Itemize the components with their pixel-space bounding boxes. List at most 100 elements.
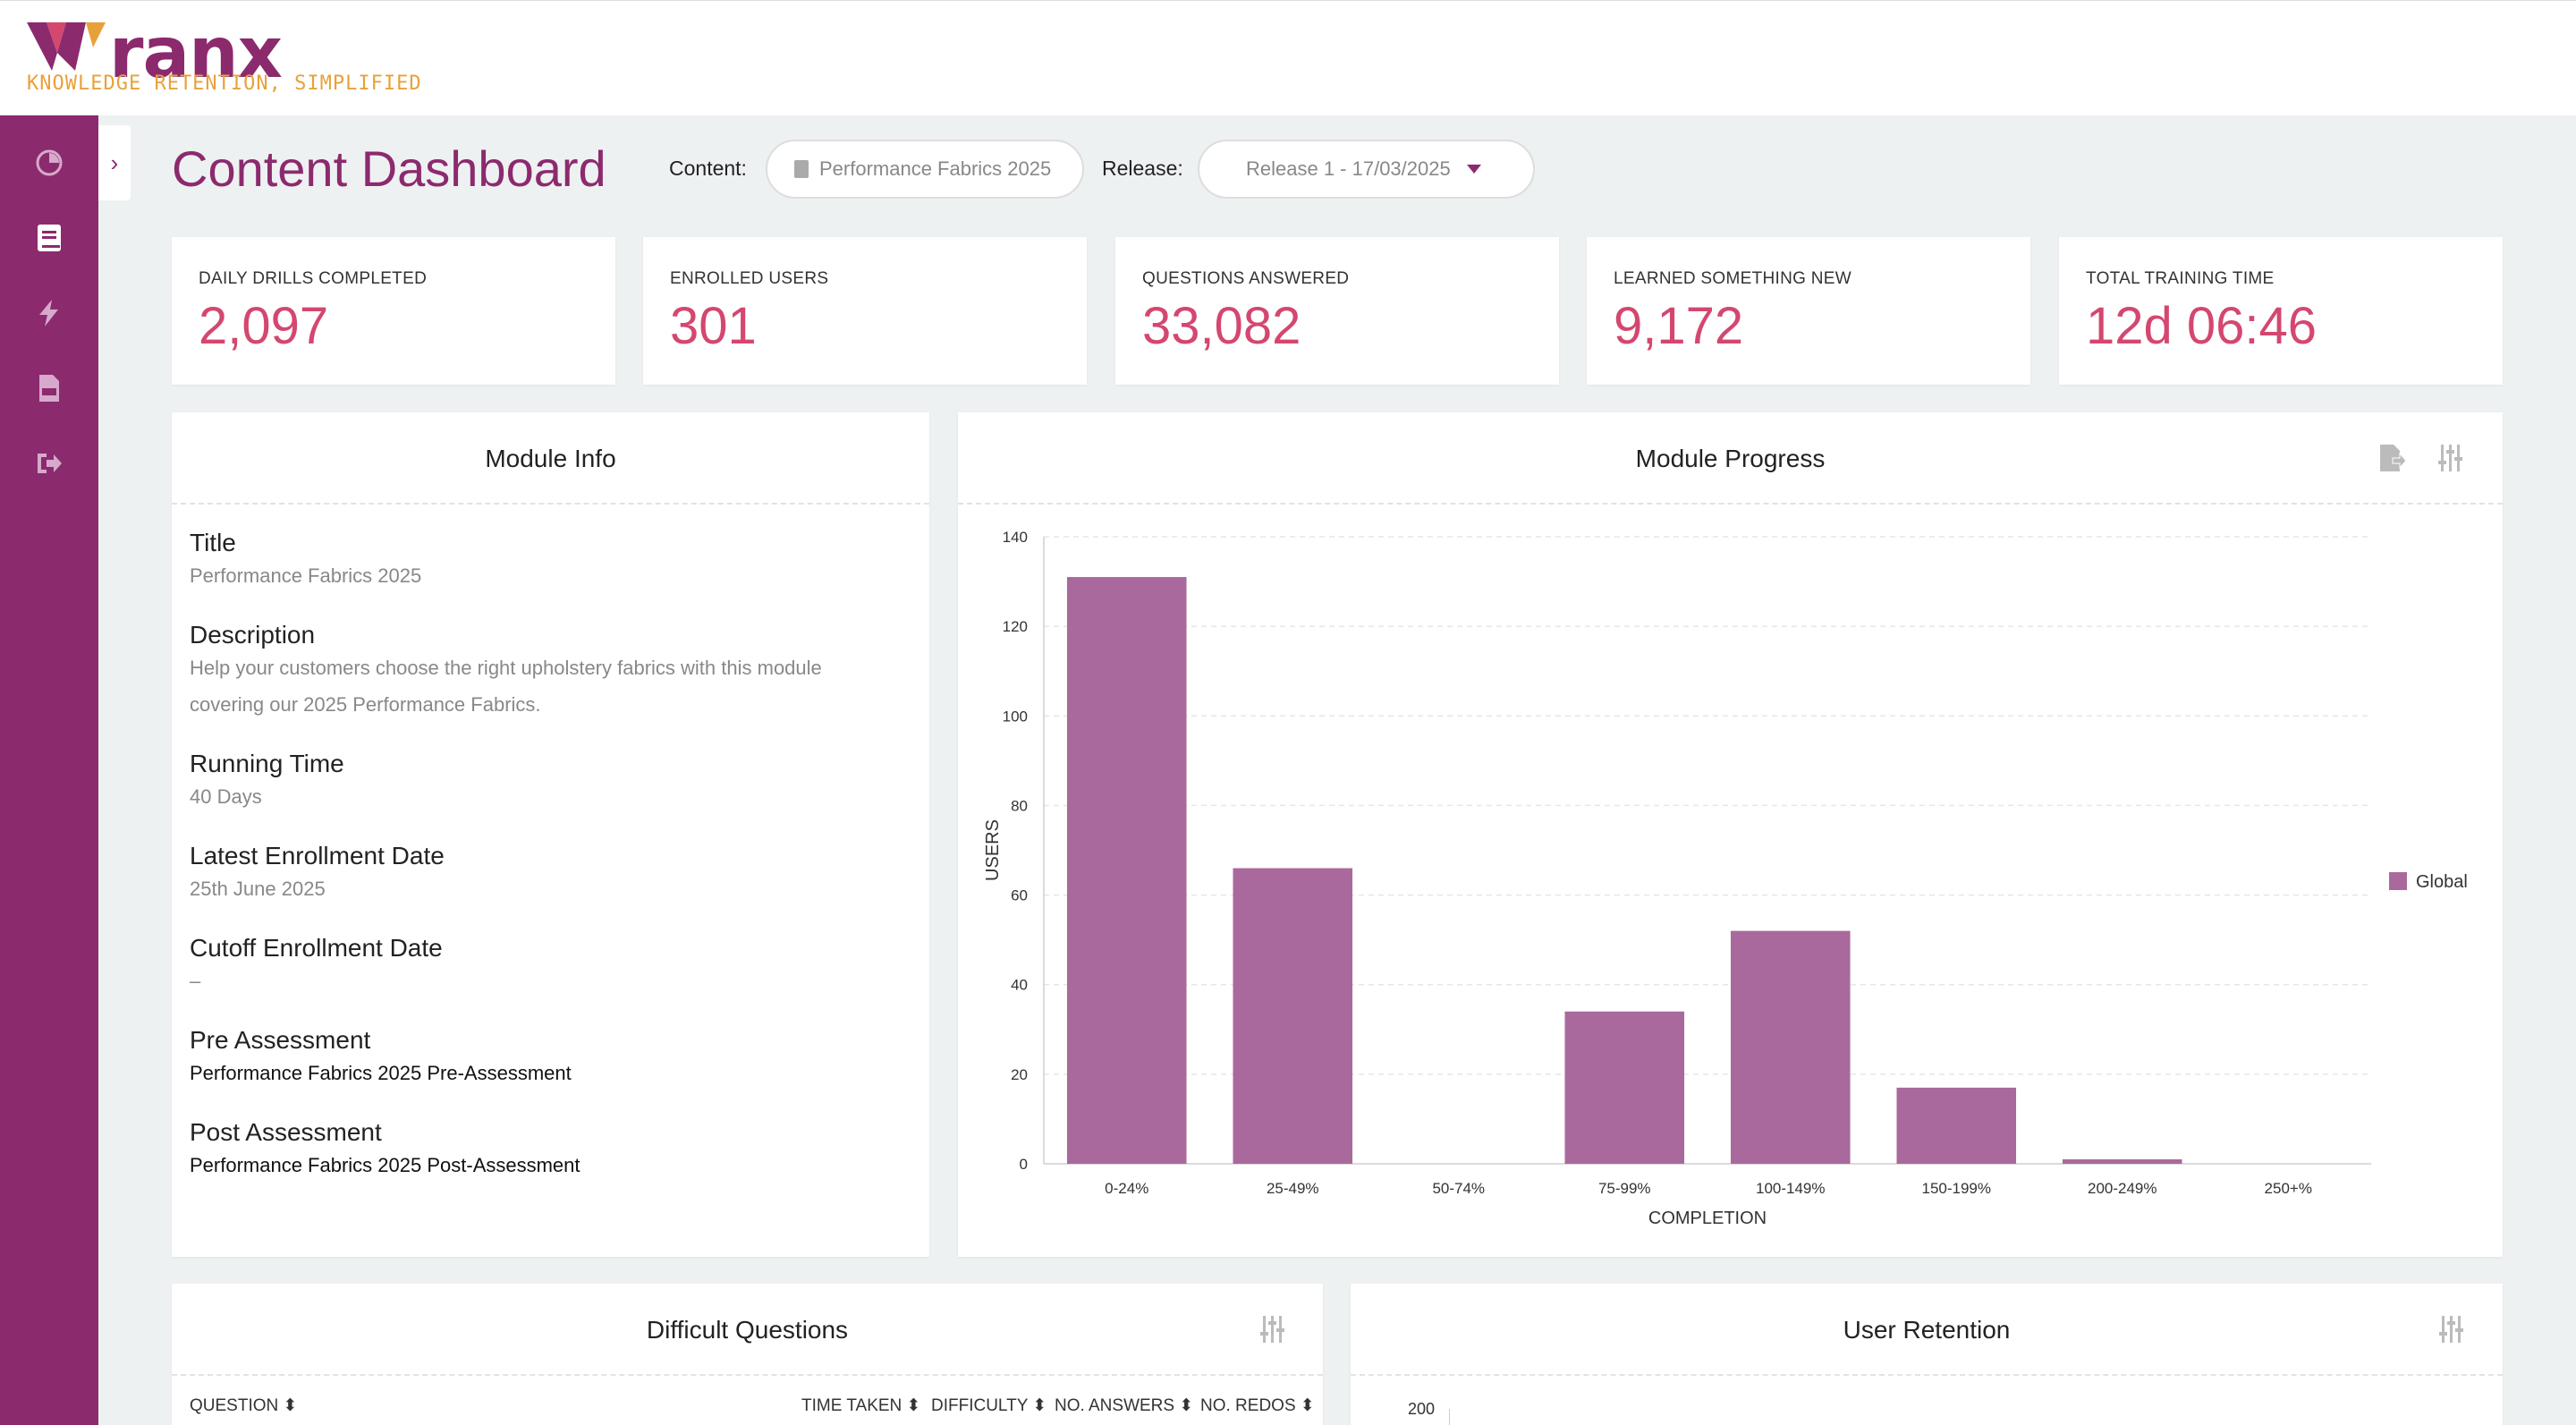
page-title: Content Dashboard [172, 140, 606, 197]
caret-down-icon [1466, 165, 1481, 174]
column-header-no-answers[interactable]: NO. ANSWERS ⬍ [1055, 1396, 1194, 1415]
sort-icon: ⬍ [1300, 1396, 1315, 1415]
logo-word: ranx [109, 13, 283, 94]
sidebar-toggle-button[interactable]: › [98, 125, 131, 200]
bar [2062, 1158, 2182, 1164]
info-description-field: Description Help your customers choose t… [190, 621, 887, 723]
field-label: Latest Enrollment Date [190, 842, 445, 869]
field-label: Post Assessment [190, 1118, 382, 1146]
y-tick-label: 80 [1011, 797, 1028, 814]
y-tick-label: 20 [1011, 1066, 1028, 1083]
module-progress-chart: 0 20 40 60 80 100 120 140 0-24% 25-49% 50-74% 75-99… [983, 529, 2468, 1228]
retention-y-axis [1449, 1409, 1450, 1425]
field-value[interactable]: Performance Fabrics 2025 Post-Assessment [190, 1154, 580, 1176]
stat-card-total-training-time: TOTAL TRAINING TIME 12d 06:46 [2059, 237, 2503, 385]
logo[interactable]: ranx KNOWLEDGE RETENTION, SIMPLIFIED [27, 13, 421, 102]
x-tick-label: 200-249% [2088, 1180, 2157, 1197]
y-tick-label: 120 [1003, 618, 1028, 635]
sort-icon: ⬍ [906, 1396, 921, 1415]
stat-value: 33,082 [1142, 297, 1301, 355]
sort-icon: ⬍ [1179, 1396, 1194, 1415]
x-tick-label: 0-24% [1105, 1180, 1148, 1197]
y-tick-label: 140 [1003, 529, 1028, 546]
panel-title: User Retention [1351, 1284, 2503, 1376]
chevron-right-icon: › [110, 149, 119, 176]
user-retention-panel: User Retention 200 [1351, 1284, 2503, 1425]
dashboard-icon[interactable] [34, 148, 64, 178]
sliders-icon[interactable] [1258, 1314, 1288, 1344]
column-header-no-redos[interactable]: NO. REDOS ⬍ [1200, 1396, 1315, 1415]
field-label: Pre Assessment [190, 1026, 371, 1054]
x-tick-label: 150-199% [1921, 1180, 1991, 1197]
logo-tagline: KNOWLEDGE RETENTION, SIMPLIFIED [27, 72, 422, 95]
retention-y-tick: 200 [1408, 1400, 1436, 1418]
field-value: – [190, 970, 201, 992]
x-tick-label: 250+% [2265, 1180, 2312, 1197]
panel-title: Module Progress [958, 412, 2503, 505]
lightning-icon[interactable] [34, 298, 64, 328]
content-select-value: Performance Fabrics 2025 [819, 157, 1052, 180]
column-header-question[interactable]: QUESTION ⬍ [190, 1396, 298, 1415]
legend-swatch [2389, 872, 2407, 890]
info-pre-assessment-field: Pre Assessment Performance Fabrics 2025 … [190, 1026, 887, 1091]
top-bar: ranx KNOWLEDGE RETENTION, SIMPLIFIED [0, 0, 2576, 115]
stat-value: 12d 06:46 [2086, 297, 2318, 355]
stat-label: QUESTIONS ANSWERED [1142, 269, 1350, 288]
y-axis-title: USERS [983, 819, 1003, 881]
y-tick-label: 0 [1020, 1156, 1028, 1173]
y-tick-label: 60 [1011, 887, 1028, 904]
panel-title: Module Info [172, 412, 929, 505]
document-icon [794, 160, 809, 178]
stat-card-daily-drills: DAILY DRILLS COMPLETED 2,097 [172, 237, 615, 385]
stat-label: LEARNED SOMETHING NEW [1614, 269, 1852, 288]
column-header-difficulty[interactable]: DIFFICULTY ⬍ [931, 1396, 1047, 1415]
export-icon[interactable] [2377, 443, 2407, 473]
bar [1066, 577, 1187, 1164]
stat-value: 9,172 [1614, 297, 1744, 355]
column-header-time-taken[interactable]: TIME TAKEN ⬍ [801, 1396, 921, 1415]
x-tick-label: 75-99% [1598, 1180, 1651, 1197]
info-cutoff-enrollment-field: Cutoff Enrollment Date – [190, 934, 887, 999]
bar [1564, 1011, 1685, 1164]
sliders-icon[interactable] [2436, 1314, 2467, 1344]
x-tick-label: 100-149% [1756, 1180, 1826, 1197]
bar [1730, 930, 1851, 1164]
bar [1233, 868, 1353, 1164]
stat-label: DAILY DRILLS COMPLETED [199, 269, 428, 288]
bar [1896, 1087, 2017, 1164]
info-title-field: Title Performance Fabrics 2025 [190, 529, 887, 594]
stat-value: 301 [670, 297, 757, 355]
field-label: Cutoff Enrollment Date [190, 934, 443, 962]
stat-label: ENROLLED USERS [670, 269, 829, 288]
sidebar [0, 115, 98, 1425]
logout-icon[interactable] [34, 448, 64, 479]
field-value: Help your customers choose the right uph… [190, 657, 822, 716]
field-value: 25th June 2025 [190, 878, 326, 900]
release-select-value: Release 1 - 17/03/2025 [1246, 157, 1451, 180]
field-label: Description [190, 621, 316, 649]
x-axis-title: COMPLETION [1648, 1209, 1767, 1228]
field-value[interactable]: Performance Fabrics 2025 Pre-Assessment [190, 1062, 572, 1084]
content-select[interactable]: Performance Fabrics 2025 [766, 140, 1084, 199]
field-value: Performance Fabrics 2025 [190, 564, 422, 587]
y-tick-label: 100 [1003, 708, 1028, 725]
y-tick-label: 40 [1011, 977, 1028, 994]
sliders-icon[interactable] [2436, 443, 2466, 473]
field-label: Title [190, 529, 236, 556]
stat-card-enrolled-users: ENROLLED USERS 301 [643, 237, 1087, 385]
csv-file-icon[interactable] [34, 373, 64, 403]
module-progress-panel: Module Progress 0 20 40 60 80 100 120 140 0-24% 2… [958, 412, 2503, 1257]
field-label: Running Time [190, 750, 344, 777]
difficult-questions-panel: Difficult Questions [172, 1284, 1323, 1425]
sort-icon: ⬍ [1032, 1396, 1047, 1415]
release-label: Release: [1102, 157, 1183, 180]
x-tick-label: 25-49% [1267, 1180, 1319, 1197]
panel-title: Difficult Questions [172, 1284, 1323, 1376]
book-icon[interactable] [34, 223, 64, 253]
field-value: 40 Days [190, 785, 262, 808]
info-running-time-field: Running Time 40 Days [190, 750, 887, 815]
stat-card-learned-something-new: LEARNED SOMETHING NEW 9,172 [1587, 237, 2030, 385]
info-latest-enrollment-field: Latest Enrollment Date 25th June 2025 [190, 842, 887, 907]
release-select[interactable]: Release 1 - 17/03/2025 [1198, 140, 1535, 199]
legend-label: Global [2416, 872, 2468, 892]
